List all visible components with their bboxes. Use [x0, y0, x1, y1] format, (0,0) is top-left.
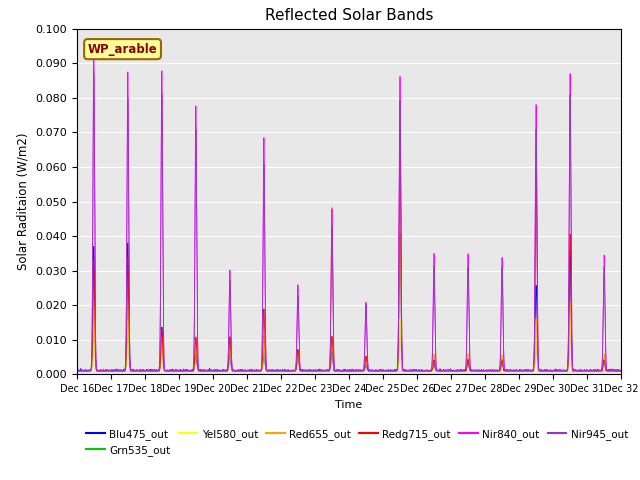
Blu475_out	[158, 324, 166, 330]
Yel580_out	[335, 368, 343, 374]
Title: Reflected Solar Bands: Reflected Solar Bands	[264, 9, 433, 24]
Blu475_out	[477, 368, 485, 374]
Yel580_out	[159, 348, 166, 353]
Nir840_out	[335, 368, 343, 374]
Line: Yel580_out: Yel580_out	[77, 319, 621, 371]
Nir840_out	[90, 44, 98, 50]
Legend: Blu475_out, Grn535_out, Yel580_out, Red655_out, Redg715_out, Nir840_out, Nir945_: Blu475_out, Grn535_out, Yel580_out, Red6…	[82, 424, 632, 460]
Redg715_out	[158, 326, 166, 332]
Red655_out	[335, 368, 342, 374]
Nir840_out	[557, 368, 565, 373]
Grn535_out	[124, 315, 132, 321]
Yel580_out	[611, 368, 618, 374]
Redg715_out	[557, 368, 564, 374]
Yel580_out	[617, 368, 625, 374]
Blu475_out	[557, 368, 564, 374]
Grn535_out	[557, 368, 565, 374]
Redg715_out	[610, 368, 618, 374]
Grn535_out	[74, 368, 82, 374]
Blu475_out	[610, 368, 618, 374]
Red655_out	[557, 368, 564, 374]
Text: WP_arable: WP_arable	[88, 43, 157, 56]
Red655_out	[324, 367, 332, 373]
Red655_out	[610, 367, 618, 373]
Yel580_out	[73, 368, 81, 374]
Nir840_out	[617, 368, 625, 374]
Grn535_out	[159, 348, 166, 354]
Yel580_out	[477, 368, 485, 374]
Redg715_out	[477, 368, 485, 374]
Blu475_out	[335, 367, 342, 373]
Line: Redg715_out: Redg715_out	[77, 129, 621, 371]
Red655_out	[477, 368, 485, 374]
Blu475_out	[73, 368, 81, 374]
Yel580_out	[124, 316, 132, 322]
Nir945_out	[477, 368, 485, 374]
Grn535_out	[617, 368, 625, 374]
Red655_out	[617, 368, 625, 374]
Nir945_out	[90, 72, 98, 77]
Nir840_out	[159, 156, 166, 161]
Redg715_out	[73, 368, 81, 374]
Grn535_out	[325, 368, 333, 374]
Grn535_out	[73, 367, 81, 373]
Nir840_out	[477, 367, 485, 373]
Redg715_out	[617, 368, 625, 374]
Red655_out	[73, 368, 81, 374]
X-axis label: Time: Time	[335, 400, 362, 409]
Redg715_out	[396, 126, 404, 132]
Line: Red655_out: Red655_out	[77, 207, 621, 371]
Nir945_out	[324, 368, 332, 374]
Nir945_out	[158, 114, 166, 120]
Redg715_out	[324, 368, 332, 373]
Yel580_out	[557, 368, 565, 374]
Yel580_out	[74, 368, 81, 374]
Line: Nir945_out: Nir945_out	[77, 74, 621, 371]
Blu475_out	[396, 232, 404, 238]
Nir945_out	[557, 368, 564, 374]
Blu475_out	[324, 367, 332, 372]
Line: Grn535_out: Grn535_out	[77, 318, 621, 371]
Blu475_out	[617, 367, 625, 373]
Redg715_out	[335, 368, 342, 374]
Red655_out	[328, 204, 336, 210]
Line: Blu475_out: Blu475_out	[77, 235, 621, 371]
Grn535_out	[335, 368, 343, 374]
Nir840_out	[611, 368, 618, 374]
Line: Nir840_out: Nir840_out	[77, 47, 621, 371]
Nir840_out	[73, 367, 81, 372]
Nir840_out	[75, 368, 83, 374]
Yel580_out	[325, 367, 333, 373]
Nir945_out	[73, 368, 81, 374]
Nir945_out	[335, 367, 342, 373]
Y-axis label: Solar Raditaion (W/m2): Solar Raditaion (W/m2)	[17, 133, 30, 270]
Red655_out	[158, 334, 166, 339]
Nir840_out	[325, 368, 333, 373]
Nir945_out	[617, 368, 625, 373]
Grn535_out	[611, 367, 618, 372]
Nir945_out	[610, 368, 618, 374]
Grn535_out	[477, 367, 485, 372]
